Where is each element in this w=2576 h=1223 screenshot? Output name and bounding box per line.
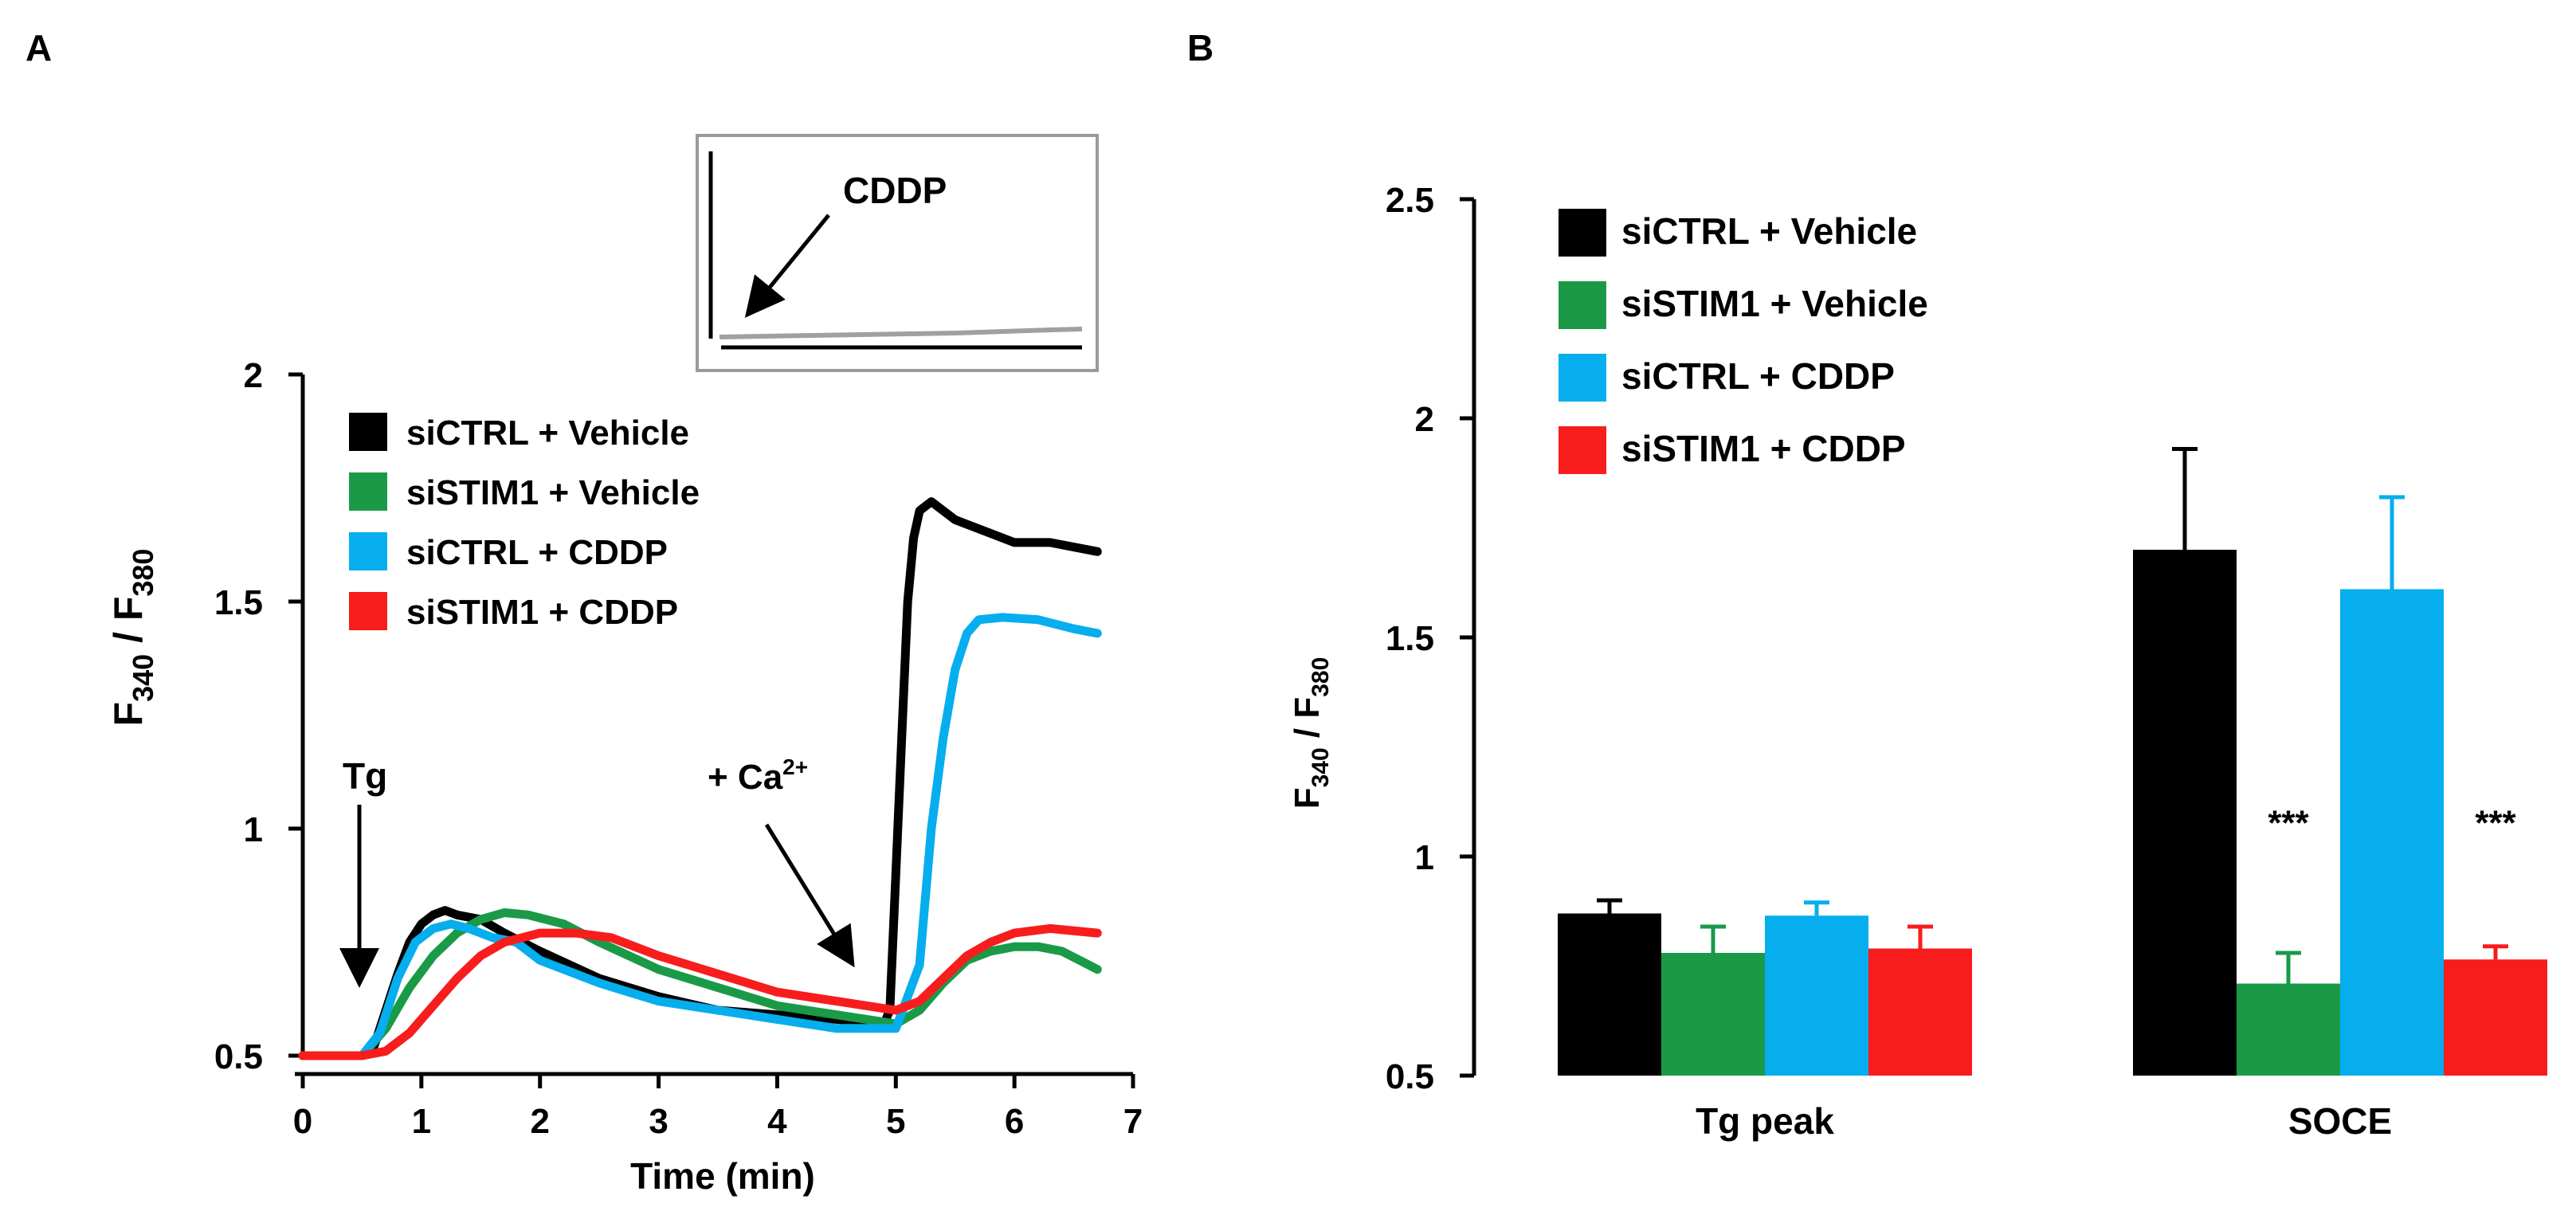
a-series-line-1	[298, 908, 1102, 1060]
b-bar	[1661, 953, 1765, 1076]
panel-a-label: A	[25, 27, 52, 69]
a-annotation-ca: + Ca2+	[708, 755, 808, 797]
a-x-tick-label: 6	[1005, 1102, 1024, 1141]
b-category-label: Tg peak	[1696, 1100, 1834, 1142]
b-bar	[1558, 913, 1661, 1076]
b-bar	[2340, 589, 2444, 1076]
b-bar	[1868, 948, 1972, 1076]
a-legend: siCTRL + Vehicle siSTIM1 + Vehicle siCTR…	[349, 413, 700, 632]
b-legend-swatch-0	[1559, 209, 1606, 257]
b-y-tick-label: 2	[1415, 400, 1434, 439]
a-legend-swatch-0	[349, 413, 387, 451]
a-y-tick-label: 1.5	[214, 583, 263, 622]
b-legend-label-2: siCTRL + CDDP	[1621, 355, 1895, 397]
b-bar	[2237, 983, 2340, 1076]
a-inset-trace	[719, 327, 1083, 339]
a-legend-label-0: siCTRL + Vehicle	[406, 414, 689, 453]
a-y-axis-label: F340 / F380	[106, 549, 159, 727]
a-y-tick-label: 1	[244, 810, 263, 849]
a-x-tick-label: 3	[649, 1102, 668, 1141]
b-y-tick-label: 1.5	[1386, 619, 1434, 658]
b-significance-label: ***	[2475, 804, 2516, 843]
b-y-tick-label: 2.5	[1386, 181, 1434, 220]
a-y-tick-label: 0.5	[214, 1037, 263, 1076]
a-x-tick-label: 7	[1123, 1102, 1143, 1141]
b-legend-swatch-2	[1559, 354, 1606, 402]
b-legend-label-0: siCTRL + Vehicle	[1621, 210, 1917, 252]
a-annotation-ca-arrow	[764, 823, 855, 968]
a-legend-label-2: siCTRL + CDDP	[406, 533, 668, 572]
b-category-label: SOCE	[2288, 1100, 2392, 1142]
a-x-tick-label: 0	[293, 1102, 312, 1141]
b-y-tick-label: 1	[1415, 838, 1434, 877]
a-x-tick-label: 4	[767, 1102, 787, 1141]
a-inset-label: CDDP	[843, 170, 947, 211]
b-y-axis-label: F340 / F380	[1288, 657, 1334, 809]
a-legend-swatch-1	[349, 472, 387, 511]
b-bar	[2133, 550, 2237, 1076]
b-y-tick-label: 0.5	[1386, 1057, 1434, 1096]
b-legend-label-1: siSTIM1 + Vehicle	[1621, 283, 1928, 324]
a-legend-label-3: siSTIM1 + CDDP	[406, 593, 678, 632]
a-x-tick-label: 2	[530, 1102, 549, 1141]
panel-b-bar-chart: 0.5 1 1.5 2 2.5 *** *** Tg peak SOCE F340 / F3…	[1288, 181, 2547, 1142]
a-x-axis-label: Time (min)	[630, 1155, 815, 1197]
a-inset-arrow	[744, 214, 830, 318]
b-legend: siCTRL + Vehicle siSTIM1 + Vehicle siCTR…	[1559, 209, 1928, 474]
b-legend-swatch-3	[1559, 426, 1606, 474]
panel-b-label: B	[1187, 27, 1214, 69]
a-legend-label-1: siSTIM1 + Vehicle	[406, 473, 700, 512]
a-x-tick-label: 1	[412, 1102, 431, 1141]
b-bar	[2444, 959, 2547, 1076]
a-y-tick-label: 2	[244, 356, 263, 395]
a-x-tick-label: 5	[886, 1102, 905, 1141]
a-legend-swatch-3	[349, 592, 387, 630]
b-legend-swatch-1	[1559, 281, 1606, 329]
a-legend-swatch-2	[349, 532, 387, 570]
a-series-line-3	[298, 923, 1102, 1060]
a-annotation-tg: Tg	[343, 755, 387, 797]
panel-a-line-chart: 0.5 1 1.5 2 0 1 2 3 4 5 6 7 Time (min) F340 / F380…	[106, 134, 1143, 1197]
b-significance-label: ***	[2268, 804, 2309, 843]
b-bar	[1765, 915, 1868, 1076]
b-legend-label-3: siSTIM1 + CDDP	[1621, 428, 1906, 469]
a-inset: CDDP	[696, 134, 1099, 372]
a-series-line-2	[298, 613, 1102, 1060]
